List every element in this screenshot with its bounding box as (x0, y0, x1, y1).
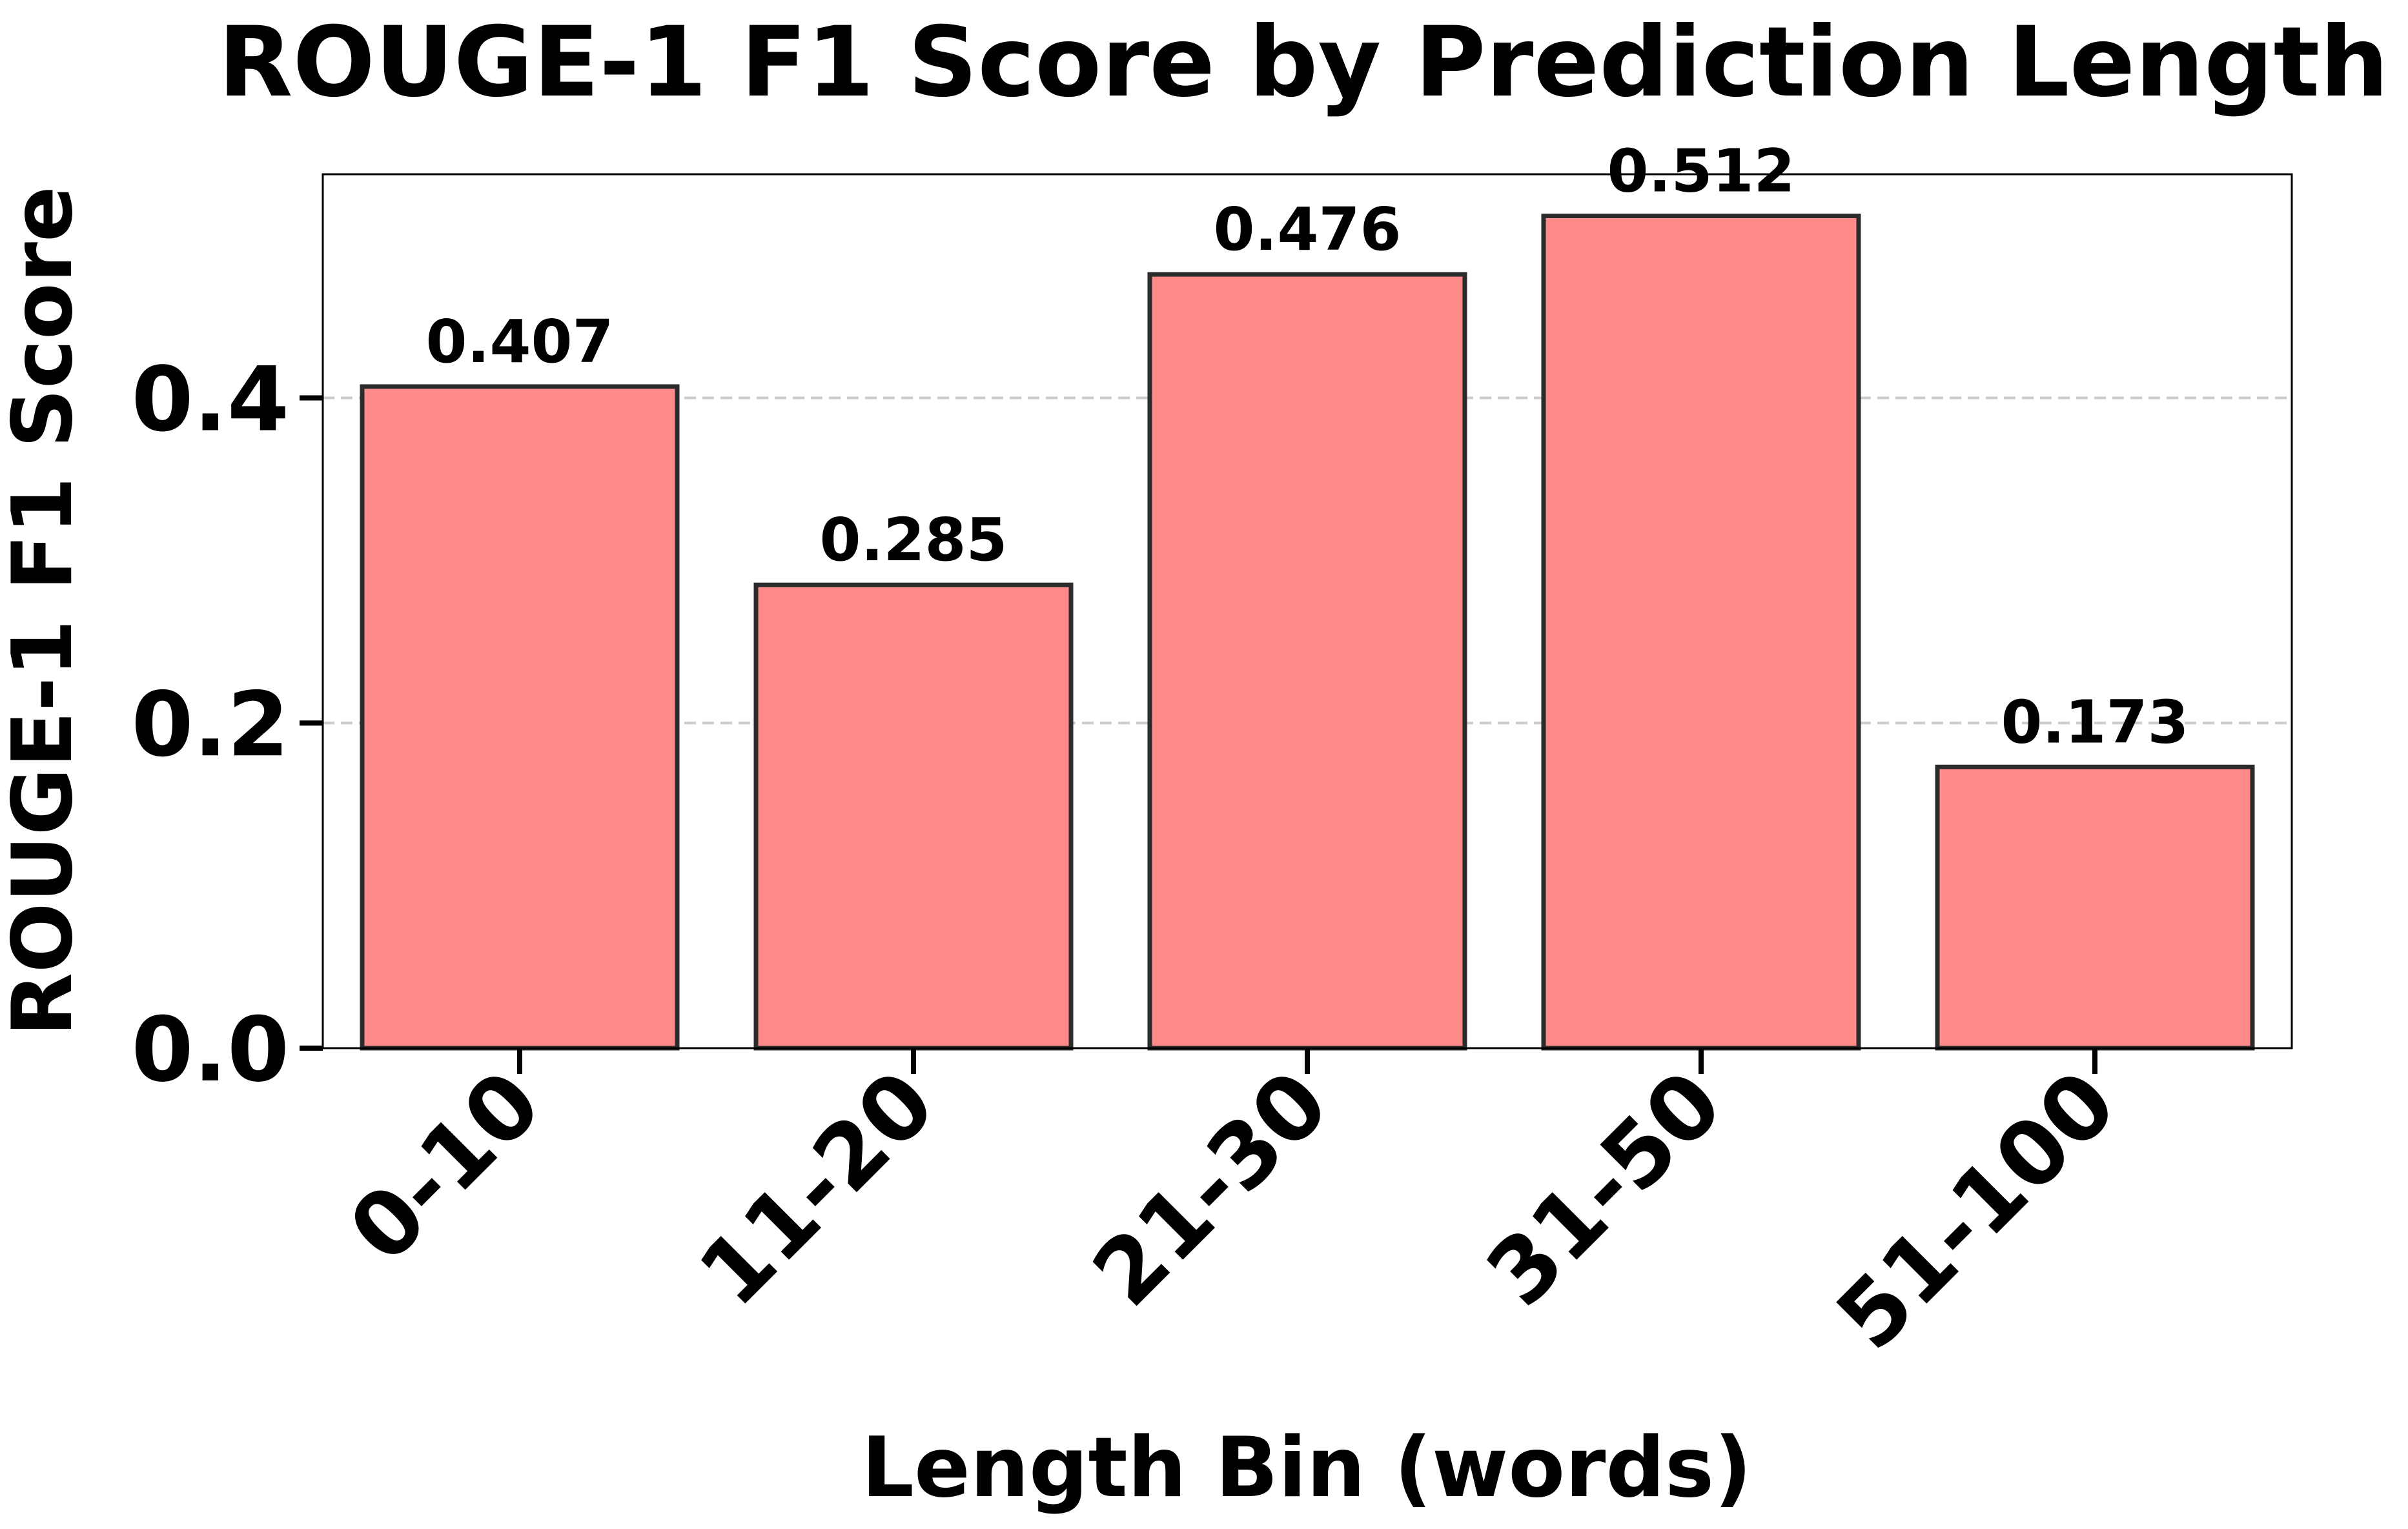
chart-title: ROUGE-1 F1 Score by Prediction Length (218, 6, 2389, 119)
bar (1147, 272, 1467, 1051)
data-label: 0.512 (1607, 136, 1795, 205)
data-label: 0.476 (1213, 195, 1401, 264)
data-label: 0.173 (2001, 687, 2189, 756)
data-label: 0.285 (819, 505, 1007, 574)
bar (753, 582, 1074, 1051)
data-labels: 0.407 0.285 0.476 0.512 0.173 (425, 136, 2189, 756)
x-axis-label: Length Bin (words) (861, 1420, 1751, 1516)
y-tick-label: 0.4 (132, 348, 289, 452)
bar (1541, 213, 1861, 1051)
y-tick-label: 0.2 (132, 673, 289, 776)
data-label: 0.407 (425, 307, 613, 376)
bar (1935, 764, 2255, 1051)
bars (360, 213, 2255, 1051)
y-axis-label: ROUGE-1 F1 Score (0, 186, 91, 1037)
y-axis-ticks: 0.0 0.2 0.4 (132, 348, 323, 1102)
y-tick-label: 0.0 (132, 998, 289, 1102)
bar (360, 384, 680, 1051)
